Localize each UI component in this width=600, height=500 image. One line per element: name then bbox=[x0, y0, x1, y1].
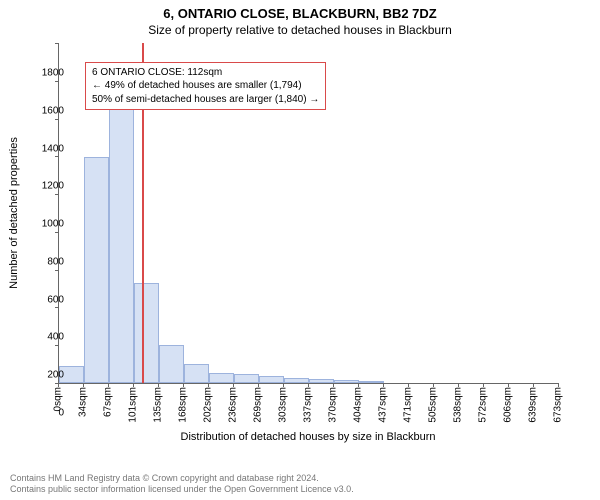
footer: Contains HM Land Registry data © Crown c… bbox=[10, 473, 590, 496]
x-tick-label: 639sqm bbox=[527, 387, 538, 423]
x-tick-label: 437sqm bbox=[377, 387, 388, 423]
y-tick-label: 1800 bbox=[24, 68, 64, 79]
histogram-bar bbox=[334, 380, 359, 383]
footer-line-1: Contains HM Land Registry data © Crown c… bbox=[10, 473, 590, 485]
y-tick-mark bbox=[55, 119, 59, 120]
x-tick-label: 67sqm bbox=[102, 387, 113, 417]
x-tick-label: 370sqm bbox=[327, 387, 338, 423]
x-tick-label: 505sqm bbox=[428, 387, 439, 423]
x-tick-label: 269sqm bbox=[252, 387, 263, 423]
x-tick-label: 0sqm bbox=[53, 387, 64, 411]
histogram-bar bbox=[309, 379, 334, 383]
x-tick-label: 168sqm bbox=[177, 387, 188, 423]
x-axis-title: Distribution of detached houses by size … bbox=[58, 431, 558, 443]
y-tick-mark bbox=[55, 270, 59, 271]
x-tick-label: 34sqm bbox=[78, 387, 89, 417]
y-tick-mark bbox=[55, 307, 59, 308]
y-tick-mark bbox=[55, 81, 59, 82]
y-tick-mark bbox=[55, 43, 59, 44]
histogram-bar bbox=[234, 374, 259, 383]
x-tick-label: 404sqm bbox=[353, 387, 364, 423]
histogram-bar bbox=[359, 381, 384, 383]
x-tick-label: 236sqm bbox=[228, 387, 239, 423]
histogram-bar bbox=[284, 378, 309, 383]
x-tick-label: 303sqm bbox=[278, 387, 289, 423]
x-tick-label: 606sqm bbox=[503, 387, 514, 423]
histogram-chart: Number of detached properties 6 ONTARIO … bbox=[58, 43, 568, 413]
info-line-1: 6 ONTARIO CLOSE: 112sqm bbox=[92, 66, 319, 80]
x-tick-label: 202sqm bbox=[203, 387, 214, 423]
y-tick-label: 1200 bbox=[24, 181, 64, 192]
x-tick-label: 135sqm bbox=[153, 387, 164, 423]
y-tick-mark bbox=[55, 194, 59, 195]
y-tick-label: 400 bbox=[24, 332, 64, 343]
histogram-bar bbox=[209, 373, 234, 383]
footer-line-2: Contains public sector information licen… bbox=[10, 484, 590, 496]
histogram-bar bbox=[259, 376, 284, 383]
y-tick-label: 600 bbox=[24, 294, 64, 305]
x-tick-label: 337sqm bbox=[303, 387, 314, 423]
y-tick-mark bbox=[55, 345, 59, 346]
info-line-3: 50% of semi-detached houses are larger (… bbox=[92, 93, 319, 107]
y-tick-label: 200 bbox=[24, 370, 64, 381]
x-tick-label: 471sqm bbox=[402, 387, 413, 423]
histogram-bar bbox=[84, 157, 109, 383]
title-block: 6, ONTARIO CLOSE, BLACKBURN, BB2 7DZ Siz… bbox=[0, 0, 600, 37]
histogram-bar bbox=[134, 283, 159, 383]
y-tick-label: 1000 bbox=[24, 219, 64, 230]
page-subtitle: Size of property relative to detached ho… bbox=[0, 23, 600, 37]
info-line-2: ← 49% of detached houses are smaller (1,… bbox=[92, 79, 319, 93]
plot-area: 6 ONTARIO CLOSE: 112sqm← 49% of detached… bbox=[58, 43, 559, 384]
histogram-bar bbox=[184, 364, 209, 383]
property-info-box: 6 ONTARIO CLOSE: 112sqm← 49% of detached… bbox=[85, 62, 326, 111]
y-tick-label: 1600 bbox=[24, 105, 64, 116]
x-tick-label: 538sqm bbox=[452, 387, 463, 423]
y-tick-mark bbox=[55, 156, 59, 157]
x-tick-label: 101sqm bbox=[128, 387, 139, 423]
y-tick-label: 1400 bbox=[24, 143, 64, 154]
x-tick-label: 673sqm bbox=[553, 387, 564, 423]
histogram-bar bbox=[109, 105, 134, 383]
y-tick-mark bbox=[55, 232, 59, 233]
x-tick-label: 572sqm bbox=[477, 387, 488, 423]
y-tick-label: 800 bbox=[24, 256, 64, 267]
histogram-bar bbox=[159, 345, 184, 383]
page-title: 6, ONTARIO CLOSE, BLACKBURN, BB2 7DZ bbox=[0, 6, 600, 21]
